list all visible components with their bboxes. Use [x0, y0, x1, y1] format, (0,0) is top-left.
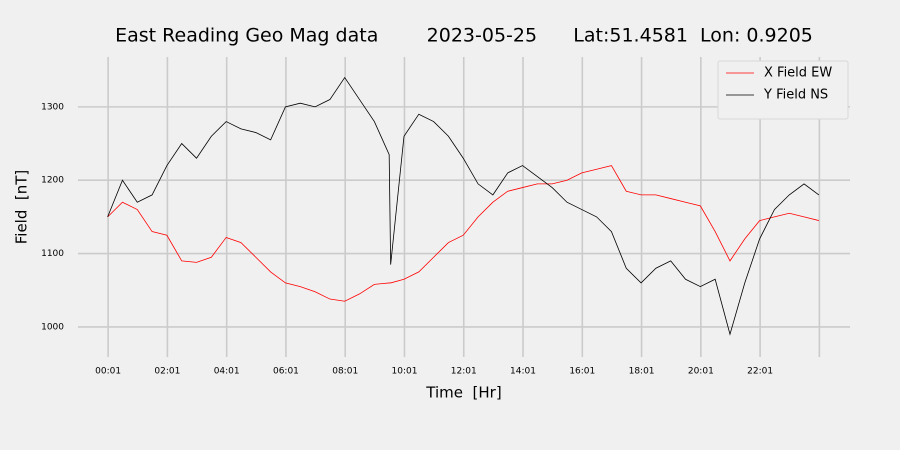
y-tick-label: 1200: [41, 176, 64, 186]
legend-label: X Field EW: [764, 66, 832, 81]
y-axis-label: Field [nT]: [13, 170, 31, 245]
chart-title: East Reading Geo Mag data 2023-05-25 Lat…: [115, 25, 813, 47]
y-tick-label: 1000: [41, 322, 64, 332]
x-tick-label: 02:01: [154, 367, 180, 377]
x-tick-label: 14:01: [510, 367, 536, 377]
legend-label: Y Field NS: [763, 88, 828, 103]
plot-lines: [107, 76, 820, 336]
x-tick-label: 10:01: [392, 367, 418, 377]
legend-box: [717, 60, 849, 120]
legend: X Field EW Y Field NS: [717, 60, 849, 120]
x-tick-label: 16:01: [569, 367, 595, 377]
x-tick-label: 12:01: [451, 367, 477, 377]
x-tick-label: 20:01: [688, 367, 714, 377]
x-tick-label: 08:01: [332, 367, 358, 377]
x-tick-label: 06:01: [273, 367, 299, 377]
x-tick-label: 18:01: [629, 367, 655, 377]
y-tick-label: 1300: [41, 102, 64, 112]
data-line: [107, 165, 819, 302]
x-tick-label: 00:01: [95, 367, 121, 377]
x-tick-label: 22:01: [747, 367, 773, 377]
x-axis-label: Time [Hr]: [425, 384, 501, 402]
x-tick-label: 04:01: [214, 367, 240, 377]
y-tick-label: 1100: [41, 249, 64, 259]
data-line: [107, 76, 820, 336]
